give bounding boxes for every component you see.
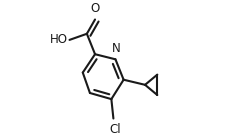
Text: O: O — [90, 2, 100, 15]
Text: Cl: Cl — [110, 123, 121, 136]
Text: N: N — [112, 42, 121, 55]
Text: HO: HO — [50, 33, 67, 46]
